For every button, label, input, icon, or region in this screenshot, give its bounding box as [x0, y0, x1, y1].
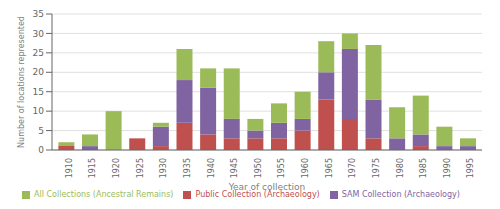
svg-text:1995: 1995 — [467, 158, 476, 178]
html-text:Public Collection (Archaeology: Public Collection (Archaeology) — [195, 190, 320, 199]
svg-text:1955: 1955 — [277, 158, 286, 178]
svg-text:1910: 1910 — [65, 158, 74, 178]
svg-text:30: 30 — [33, 29, 45, 39]
svg-text:1920: 1920 — [112, 158, 121, 178]
svg-text:1940: 1940 — [207, 158, 216, 178]
svg-text:1950: 1950 — [254, 158, 263, 178]
svg-text:10: 10 — [33, 106, 45, 116]
svg-text:Number of locations represente: Number of locations represented — [17, 16, 26, 148]
svg-text:15: 15 — [33, 87, 44, 97]
svg-text:20: 20 — [33, 67, 45, 77]
svg-text:1915: 1915 — [88, 158, 97, 178]
svg-text:1935: 1935 — [183, 158, 192, 178]
svg-text:1930: 1930 — [159, 158, 168, 178]
svg-text:Year of collection: Year of collection — [228, 182, 306, 192]
html-text:All Collections (Ancestral Rem: All Collections (Ancestral Remains) — [34, 190, 174, 199]
svg-text:1945: 1945 — [230, 158, 239, 178]
svg-text:1970: 1970 — [348, 158, 357, 178]
svg-text:1960: 1960 — [301, 158, 310, 178]
svg-text:1980: 1980 — [396, 158, 405, 178]
svg-text:1925: 1925 — [136, 158, 145, 178]
svg-text:1965: 1965 — [325, 158, 334, 178]
svg-text:25: 25 — [33, 48, 44, 58]
svg-text:1990: 1990 — [443, 158, 452, 178]
svg-text:1975: 1975 — [372, 158, 381, 178]
svg-text:0: 0 — [38, 145, 44, 155]
html-text:SAM Collection (Archaeology): SAM Collection (Archaeology) — [341, 190, 460, 199]
svg-text:35: 35 — [33, 9, 44, 19]
svg-text:1985: 1985 — [419, 158, 428, 178]
svg-text:5: 5 — [38, 126, 44, 136]
